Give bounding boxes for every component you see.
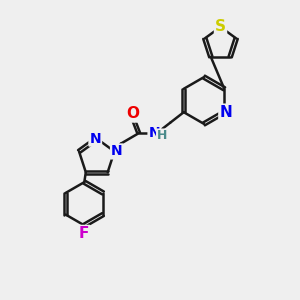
Text: F: F xyxy=(79,226,89,241)
Text: O: O xyxy=(126,106,139,122)
Text: N: N xyxy=(111,145,123,158)
Text: N: N xyxy=(89,132,101,145)
Text: S: S xyxy=(215,20,226,34)
Text: N: N xyxy=(219,105,232,120)
Text: H: H xyxy=(157,129,167,142)
Text: N: N xyxy=(148,126,160,140)
